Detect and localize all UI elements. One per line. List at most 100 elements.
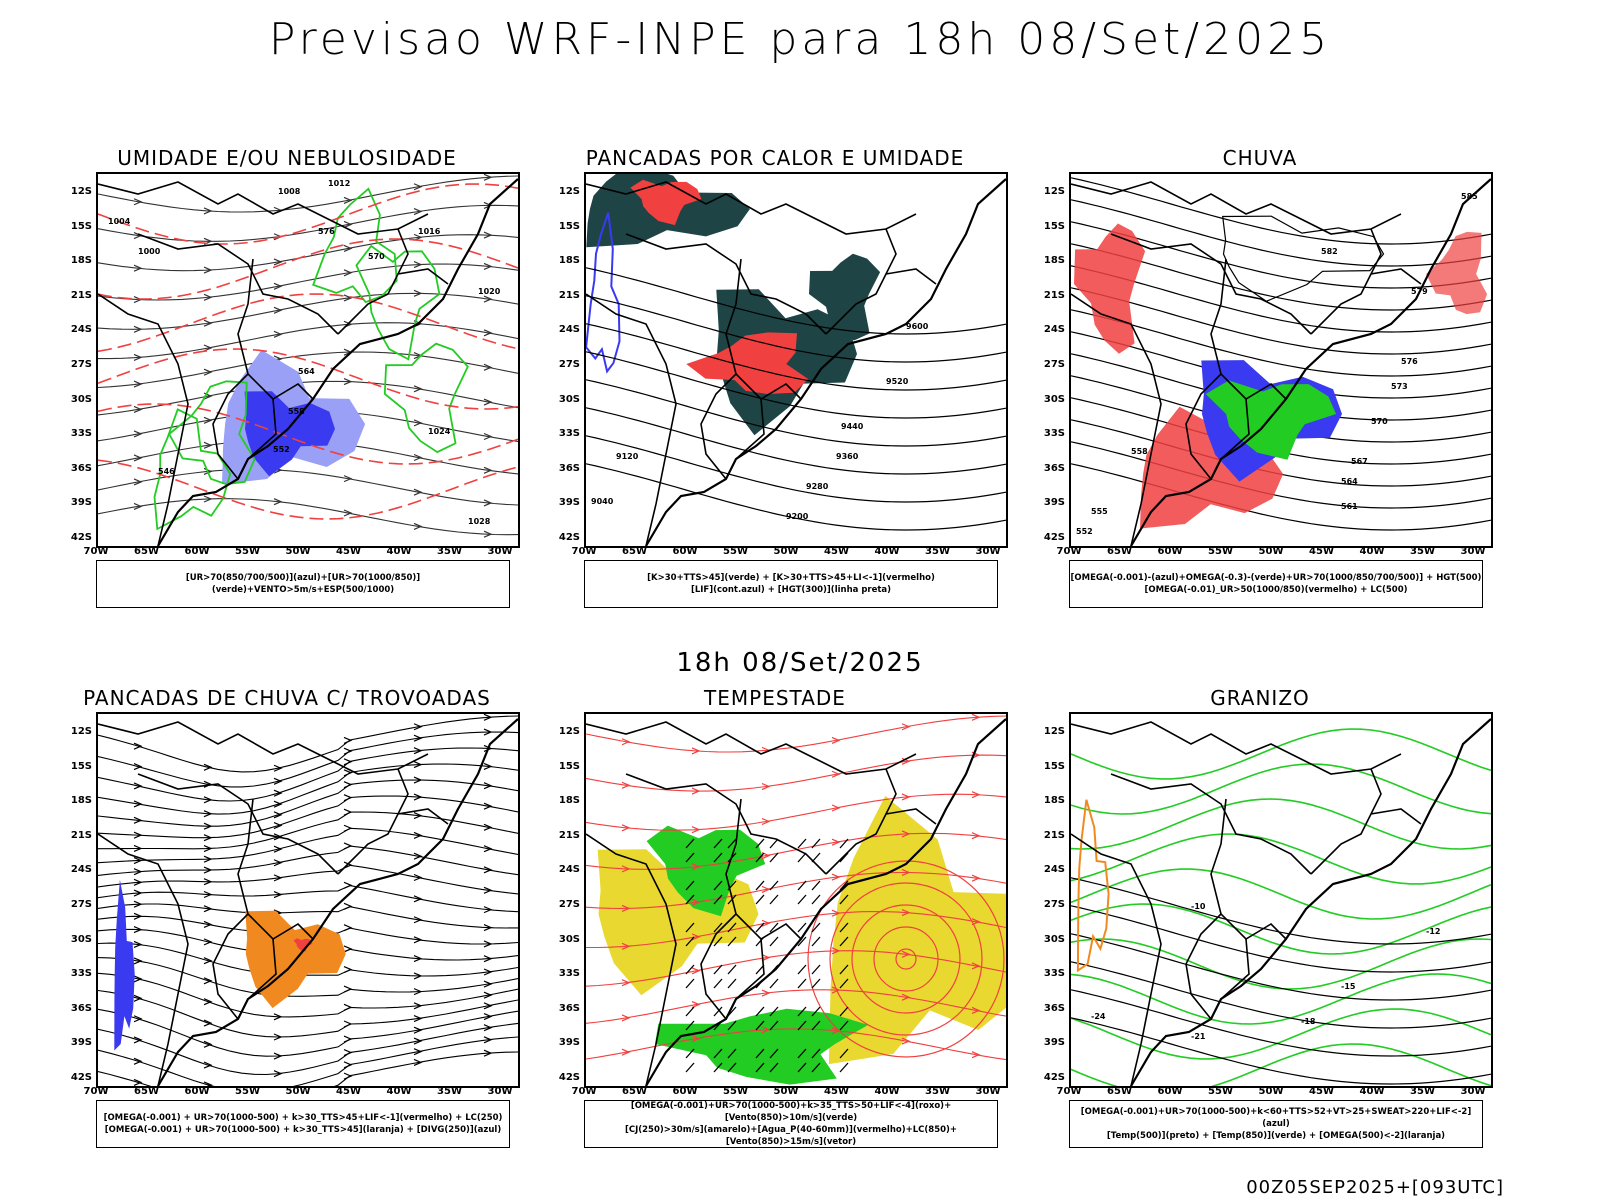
map-borders — [98, 181, 449, 546]
longitude-tick-label: 35W — [1410, 546, 1435, 557]
latitude-tick-label: 21S — [70, 289, 92, 301]
coastline — [645, 718, 1006, 1086]
panel-title: GRANIZO — [1210, 686, 1310, 710]
temp850-contour — [1071, 798, 1491, 850]
latitude-tick-label: 36S — [558, 1002, 580, 1014]
contour-label: 552 — [273, 445, 290, 454]
wind-vectors — [685, 838, 849, 1073]
rain-area — [1426, 231, 1488, 315]
longitude-tick-label: 30W — [975, 546, 1001, 557]
longitude-axis: 70W 65W 60W 55W 50W 45W 40W 35W 30W — [572, 1086, 1008, 1100]
thickness-line — [98, 293, 518, 353]
longitude-axis: 70W 65W 60W 55W 50W 45W 40W 35W 30W — [84, 546, 520, 560]
map-frame: 585 582 579 576 573 570 567 564 561 558 555 552 — [1069, 172, 1493, 548]
panel-chuva: CHUVA 12S 15S 18S 21S 24S 27S 30S 33S 36S 39S 42S 58… — [1025, 146, 1495, 616]
run-info: 00Z05SEP2025+[093UTC] — [1246, 1177, 1504, 1198]
legend-line: [K>30+TTS>45](verde) + [K>30+TTS>45+LI<-… — [647, 573, 935, 583]
longitude-tick-label: 65W — [1107, 1086, 1132, 1097]
thickness-line — [98, 348, 518, 410]
latitude-tick-label: 42S — [1043, 1072, 1065, 1083]
longitude-tick-label: 35W — [925, 1086, 950, 1097]
longitude-tick-label: 30W — [1460, 1086, 1486, 1097]
map-frame: -12 -15 -18 -21 -24 -10 — [1069, 712, 1493, 1088]
latitude-tick-label: 15S — [70, 220, 92, 232]
panel-umidade: UMIDADE E/OU NEBULOSIDADE 12S 15S 18S 21S 24S… — [52, 146, 522, 616]
longitude-tick-label: 55W — [723, 546, 748, 557]
main-title: Previsao WRF-INPE para 18h 08/Set/2025 — [268, 14, 1332, 65]
map-borders — [1071, 721, 1422, 1086]
contour-label: -12 — [1426, 927, 1440, 936]
legend-box: [OMEGA(-0.001)+UR>70(1000-500)+k>35_TTS>… — [584, 1100, 998, 1148]
longitude-tick-label: 60W — [184, 546, 210, 557]
panel-title: UMIDADE E/OU NEBULOSIDADE — [117, 146, 457, 170]
longitude-tick-label: 50W — [285, 546, 311, 557]
longitude-tick-label: 65W — [134, 546, 159, 557]
streamlines — [98, 174, 518, 538]
streamlines — [586, 714, 1006, 1061]
longitude-tick-label: 50W — [773, 1086, 799, 1097]
legend-line: [LIF](cont.azul) + [HGT(300)](linha pret… — [690, 585, 892, 595]
contour-label: 555 — [1091, 507, 1108, 516]
latitude-tick-label: 36S — [1043, 1002, 1065, 1014]
latitude-tick-label: 21S — [1043, 829, 1065, 841]
map-plot: 585 582 579 576 573 570 567 564 561 558 555 552 — [1071, 177, 1491, 546]
latitude-tick-label: 39S — [70, 1037, 92, 1049]
moisture-core — [244, 391, 335, 477]
latitude-tick-label: 24S — [70, 864, 92, 876]
longitude-axis: 70W 65W 60W 55W 50W 45W 40W 35W 30W — [1057, 546, 1493, 560]
latitude-tick-label: 12S — [1043, 186, 1065, 197]
panel-title: PANCADAS POR CALOR E UMIDADE — [585, 146, 965, 170]
contours — [1071, 877, 1491, 1085]
latitude-tick-label: 21S — [558, 289, 580, 301]
legend-box: [OMEGA(-0.001)-(azul)+OMEGA(-0.3)-(verde… — [1069, 560, 1483, 608]
coastline — [1130, 718, 1491, 1086]
latitude-tick-label: 18S — [1043, 255, 1065, 267]
heat-area — [809, 253, 881, 341]
legend-line: [OMEGA(-0.001)+UR>70(1000-500)+k>35_TTS>… — [630, 1101, 952, 1123]
latitude-tick-label: 36S — [558, 462, 580, 474]
map-plot — [586, 714, 1006, 1086]
latitude-tick-label: 33S — [70, 968, 92, 980]
latitude-axis: 12S 15S 18S 21S 24S 27S 30S 33S 36S 39S 42S — [1025, 172, 1067, 548]
contour-label: 576 — [1401, 357, 1418, 366]
contour-label: 9200 — [786, 512, 809, 521]
latitude-tick-label: 42S — [1043, 532, 1065, 543]
longitude-axis: 70W 65W 60W 55W 50W 45W 40W 35W 30W — [572, 546, 1008, 560]
longitude-tick-label: 60W — [672, 1086, 698, 1097]
latitude-tick-label: 24S — [70, 324, 92, 336]
longitude-tick-label: 65W — [622, 1086, 647, 1097]
map-borders — [1071, 181, 1422, 546]
streamline-cyclone — [895, 948, 917, 970]
longitude-tick-label: 70W — [571, 546, 597, 557]
legend-box: [UR>70(850/700/500)](azul)+[UR>70(1000/8… — [96, 560, 510, 608]
latitude-tick-label: 33S — [1043, 968, 1065, 980]
latitude-tick-label: 33S — [1043, 428, 1065, 440]
contour-label: 546 — [158, 467, 175, 476]
legend-line: [Temp(500)](preto) + [Temp(850)](verde) … — [1106, 1131, 1446, 1141]
thickness-line — [98, 459, 518, 520]
contour-label: -15 — [1341, 982, 1356, 991]
latitude-tick-label: 24S — [1043, 864, 1065, 876]
contour-label: -18 — [1301, 1017, 1316, 1026]
contour-label: 1000 — [138, 247, 161, 256]
contour-label: 561 — [1341, 502, 1358, 511]
map-plot — [98, 714, 518, 1086]
longitude-tick-label: 35W — [1410, 1086, 1435, 1097]
longitude-tick-label: 45W — [1309, 546, 1334, 557]
longitude-tick-label: 35W — [437, 546, 462, 557]
contour-label: -21 — [1191, 1032, 1206, 1041]
legend-box: [OMEGA(-0.001) + UR>70(1000-500) + k>30_… — [96, 1100, 510, 1148]
contour-label: 9120 — [616, 452, 639, 461]
longitude-tick-label: 45W — [336, 1086, 361, 1097]
latitude-tick-label: 36S — [70, 1002, 92, 1014]
contour-label: 9040 — [591, 497, 614, 506]
latitude-tick-label: 12S — [558, 186, 580, 197]
latitude-tick-label: 30S — [558, 393, 580, 405]
streamline-cyclone — [829, 882, 983, 1036]
legend-line: [OMEGA(-0.01)_UR>50(1000/850)(vermelho) … — [1144, 585, 1408, 595]
latitude-tick-label: 30S — [558, 933, 580, 945]
contour-label: -10 — [1191, 902, 1206, 911]
longitude-axis: 70W 65W 60W 55W 50W 45W 40W 35W 30W — [1057, 1086, 1493, 1100]
longitude-tick-label: 50W — [1258, 546, 1284, 557]
contour-label: 579 — [1411, 287, 1428, 296]
